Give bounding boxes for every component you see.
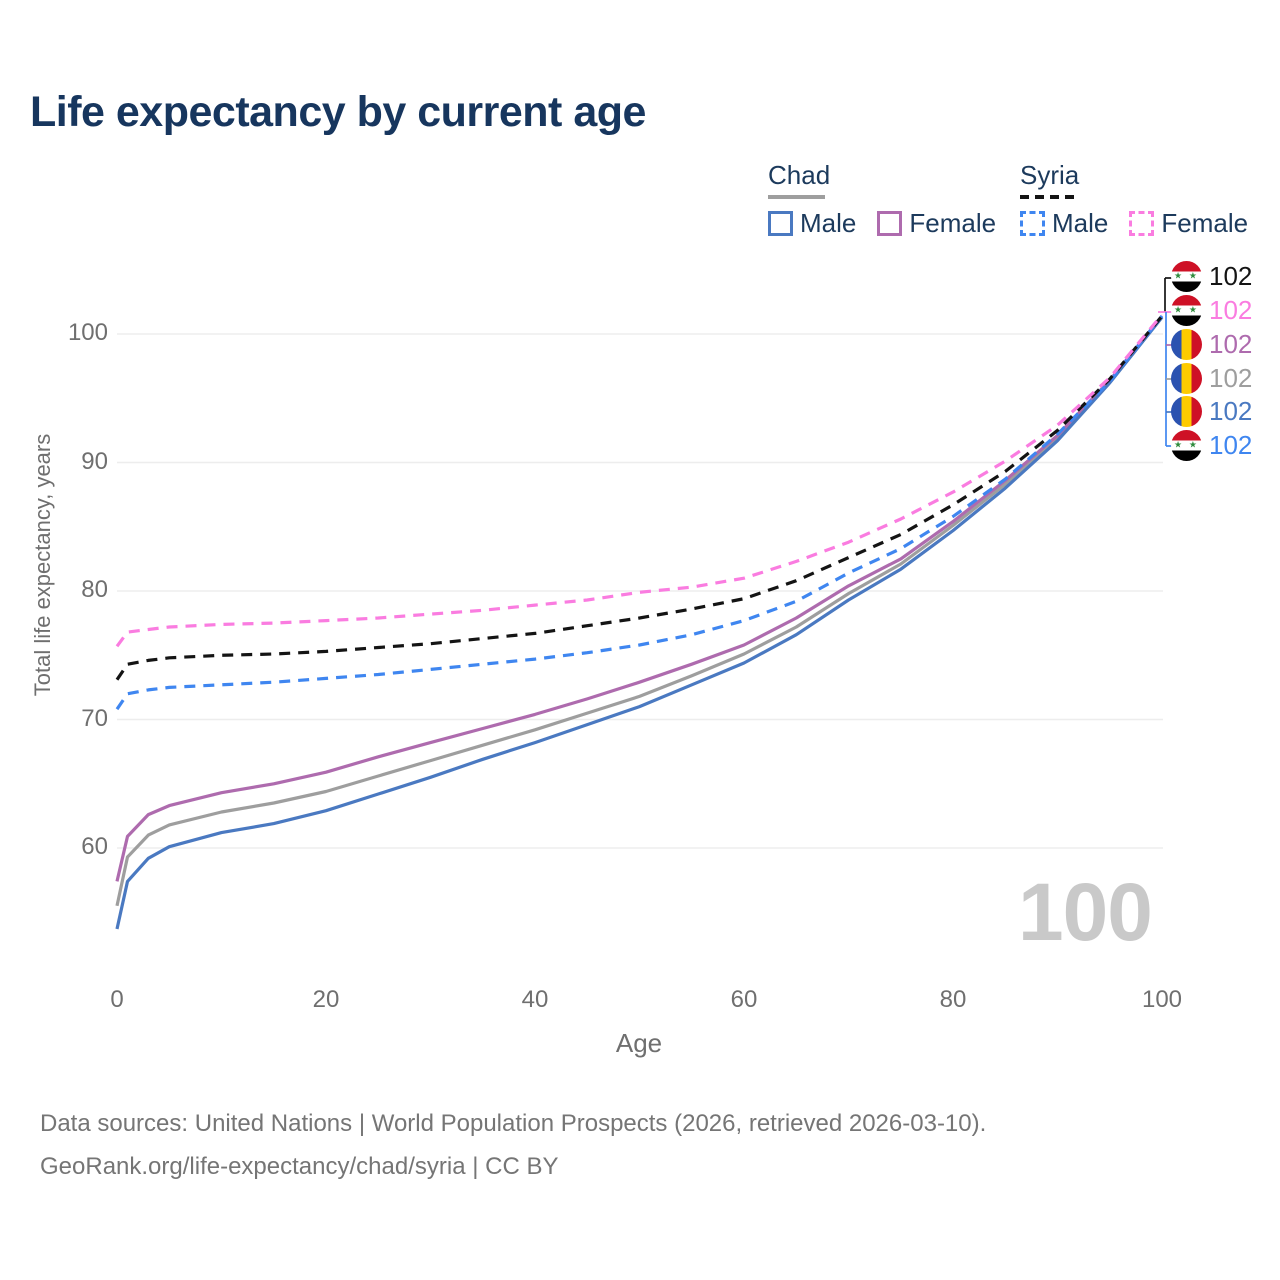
legend-item-chad-male[interactable]: Male xyxy=(768,208,856,239)
end-label-row-chad-3[interactable]: 102 xyxy=(1171,363,1252,394)
y-tick-label-60: 60 xyxy=(81,833,108,860)
chad-flag-icon xyxy=(1171,396,1202,427)
syria-line-style-swatch xyxy=(1020,195,1077,199)
end-label-value: 102 xyxy=(1209,363,1253,393)
legend-label-chad-female: Female xyxy=(909,208,997,238)
legend-label-syria-male: Male xyxy=(1052,208,1109,238)
legend-country-chad-label: Chad xyxy=(768,160,831,190)
syria-stars-icon: ★ ★ xyxy=(1174,440,1199,451)
end-label-row-syria-1[interactable]: ★ ★ 102 xyxy=(1171,295,1252,326)
y-tick-label-80: 80 xyxy=(81,576,108,603)
y-tick-label-90: 90 xyxy=(81,447,108,475)
legend-item-syria-male[interactable]: Male xyxy=(1020,208,1108,239)
syria-flag-icon: ★ ★ xyxy=(1171,261,1202,292)
chad-female-swatch-icon xyxy=(877,211,903,236)
syria-flag-icon: ★ ★ xyxy=(1171,295,1202,326)
legend-row-chad: Male Female xyxy=(768,208,1017,239)
line-chad-male[interactable] xyxy=(115,316,1164,930)
sources-line-1: Data sources: United Nations | World Pop… xyxy=(40,1110,987,1137)
syria-male-swatch-icon xyxy=(1020,211,1045,236)
legend-group-chad: Chad Male Female xyxy=(768,160,1017,239)
legend-item-syria-female[interactable]: Female xyxy=(1129,208,1248,239)
syria-stars-icon: ★ ★ xyxy=(1174,305,1199,316)
chad-flag-icon xyxy=(1171,363,1202,394)
x-axis-title: Age xyxy=(615,1028,663,1058)
end-label-value: 102 xyxy=(1209,430,1253,460)
page-title: Life expectancy by current age xyxy=(30,88,646,136)
end-label-row-syria-5[interactable]: ★ ★ 102 xyxy=(1171,430,1252,461)
legend-country-chad[interactable]: Chad xyxy=(768,160,1017,199)
line-syria[interactable] xyxy=(115,314,1164,681)
syria-female-swatch-icon xyxy=(1129,211,1155,236)
chad-line-style-swatch xyxy=(768,195,825,199)
end-label-value: 102 xyxy=(1209,295,1253,325)
line-chad-female[interactable] xyxy=(115,314,1164,882)
x-tick-label-20: 20 xyxy=(312,986,340,1013)
line-chad[interactable] xyxy=(115,316,1164,907)
end-label-row-chad-4[interactable]: 102 xyxy=(1171,396,1252,427)
legend-item-chad-female[interactable]: Female xyxy=(877,208,996,239)
legend-label-syria-female: Female xyxy=(1161,208,1249,238)
legend-country-syria[interactable]: Syria xyxy=(1020,160,1269,199)
x-tick-label-60: 60 xyxy=(730,986,758,1013)
end-label-row-syria-0[interactable]: ★ ★ 102 xyxy=(1171,261,1252,292)
x-tick-label-80: 80 xyxy=(939,986,967,1013)
data-sources: Data sources: United Nations | World Pop… xyxy=(40,1102,986,1188)
syria-stars-icon: ★ ★ xyxy=(1174,271,1199,282)
chad-male-swatch-icon xyxy=(768,211,793,236)
end-label-value: 102 xyxy=(1209,396,1253,426)
x-tick-label-100: 100 xyxy=(1141,986,1183,1013)
syria-flag-icon: ★ ★ xyxy=(1171,430,1202,461)
sources-line-2: GeoRank.org/life-expectancy/chad/syria |… xyxy=(40,1153,559,1180)
line-syria-female[interactable] xyxy=(115,313,1164,648)
line-syria-male[interactable] xyxy=(115,315,1164,711)
y-tick-label-70: 70 xyxy=(81,704,108,732)
y-tick-label-100: 100 xyxy=(67,319,108,346)
legend-label-chad-male: Male xyxy=(800,208,857,238)
x-tick-label-40: 40 xyxy=(521,986,549,1013)
legend-row-syria: Male Female xyxy=(1020,208,1269,239)
x-tick-label-0: 0 xyxy=(110,986,124,1013)
age-counter-watermark: 100 xyxy=(1018,867,1153,958)
legend-country-syria-label: Syria xyxy=(1020,160,1080,190)
chad-flag-icon xyxy=(1171,329,1202,360)
end-label-value: 102 xyxy=(1209,329,1253,359)
end-label-value: 102 xyxy=(1209,261,1253,291)
legend-group-syria: Syria Male Female xyxy=(1020,160,1269,239)
end-label-row-chad-2[interactable]: 102 xyxy=(1171,329,1252,360)
